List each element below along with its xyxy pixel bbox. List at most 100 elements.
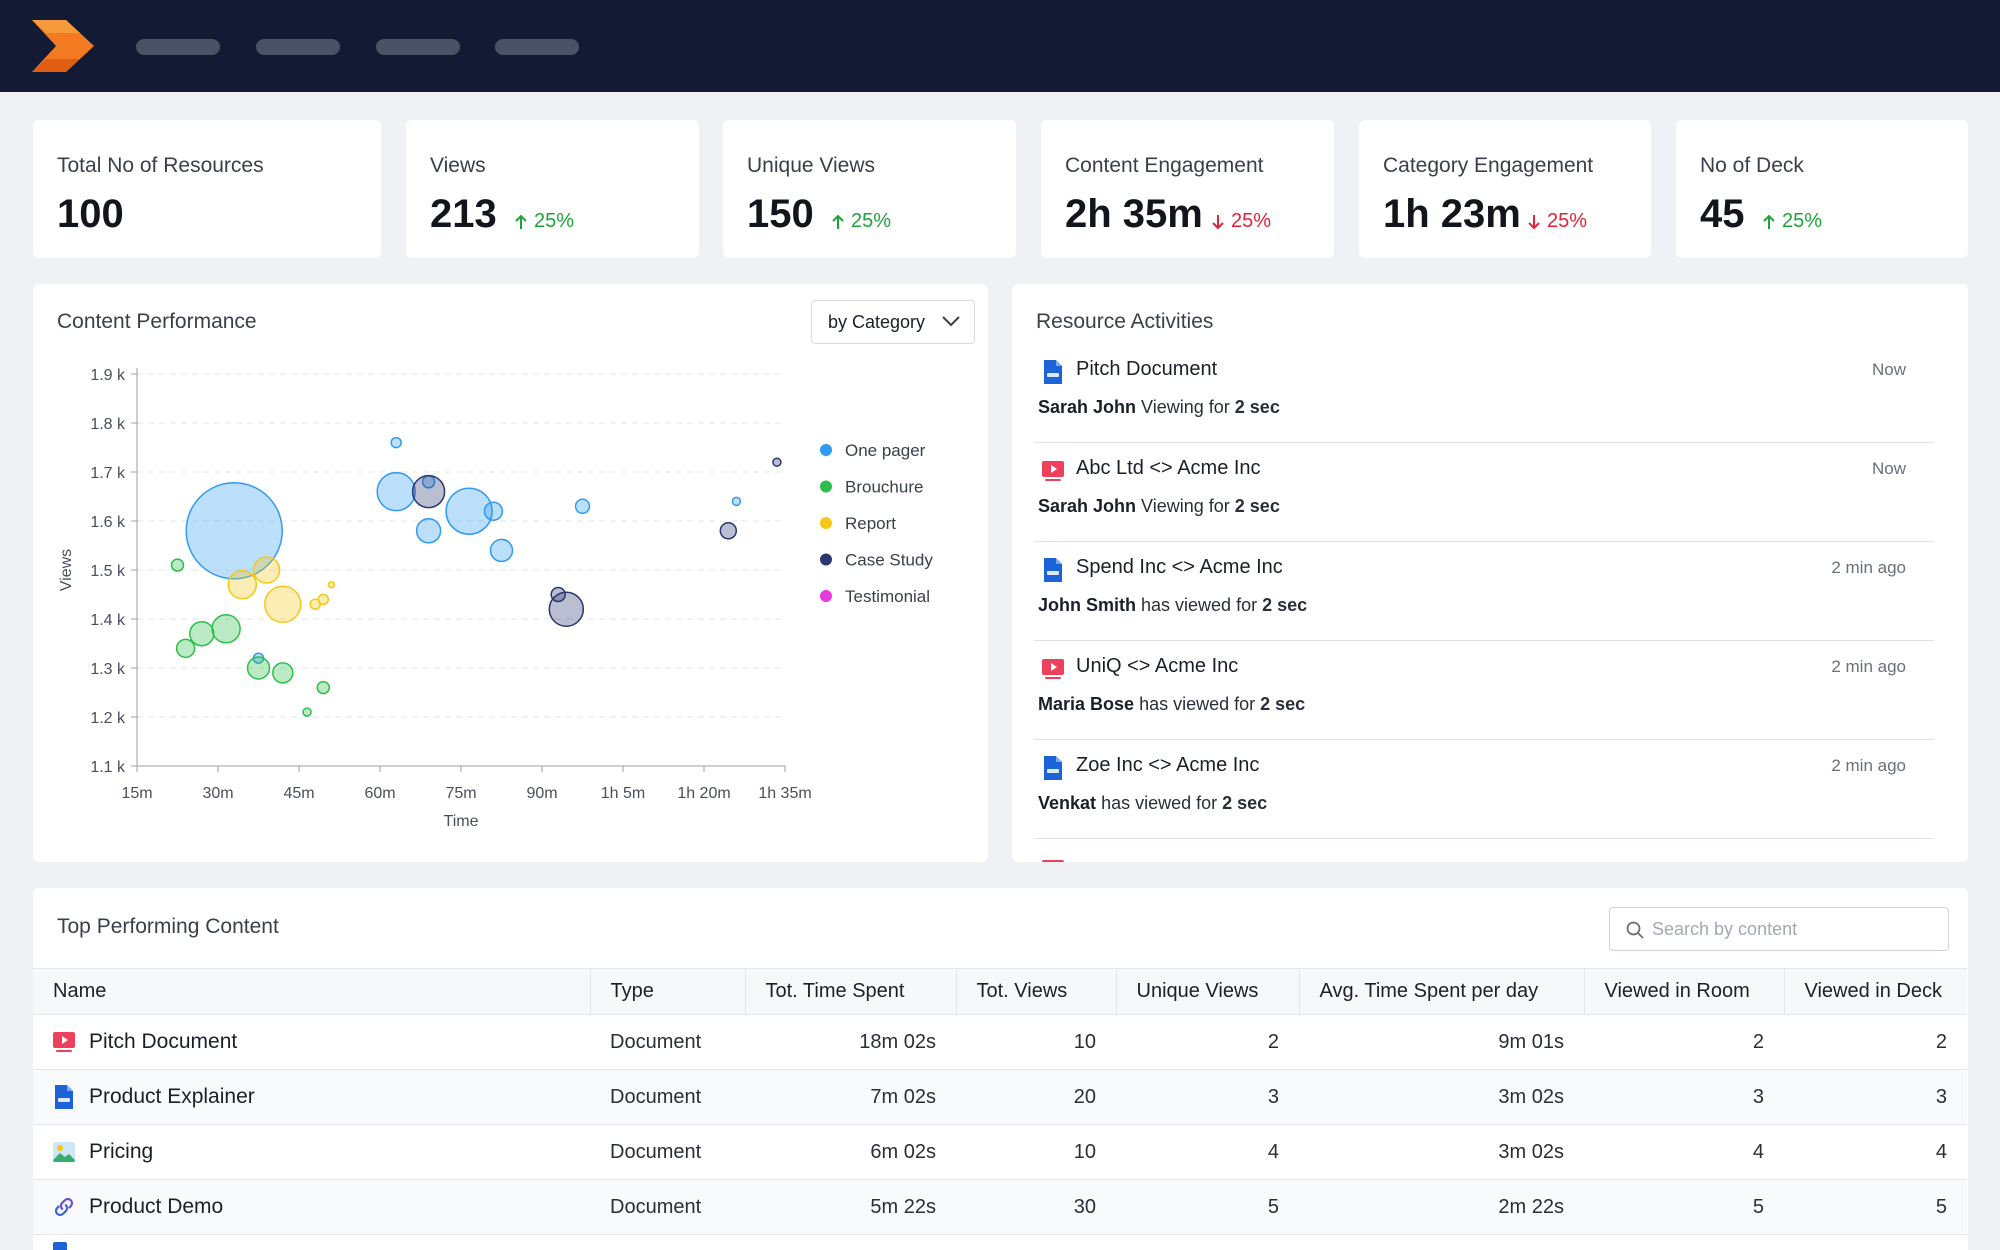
column-header-type[interactable]: Type <box>589 968 745 1015</box>
data-point <box>719 522 738 540</box>
data-point <box>252 556 281 584</box>
stat-change-value: 25% <box>1547 210 1588 232</box>
column-header-unique-views[interactable]: Unique Views <box>1115 968 1299 1015</box>
nav-item-2[interactable] <box>256 39 340 55</box>
column-header-name[interactable]: Name <box>33 968 590 1015</box>
data-point <box>175 638 196 659</box>
nav-item-1[interactable] <box>136 39 220 55</box>
video-icon <box>1042 659 1064 679</box>
cell-unique: 3 <box>1116 1069 1299 1125</box>
activity-description: Venkat has viewed for 2 sec <box>1038 793 1267 814</box>
legend-marker <box>820 590 832 602</box>
top-content-title: Top Performing Content <box>57 915 279 938</box>
x-tick-label: 45m <box>283 785 314 802</box>
doc-icon <box>1044 558 1062 582</box>
y-tick-label: 1.9 k <box>90 367 126 384</box>
stat-change-value: 25% <box>1782 210 1823 232</box>
cell-time: 7m 02s <box>745 1069 956 1125</box>
cell-type: Document <box>590 1179 745 1235</box>
activity-item[interactable]: Zoe Inc <> Acme Inc 2 min ago Venkat has v… <box>1034 740 1934 839</box>
content-search[interactable] <box>1609 907 1949 951</box>
activity-item[interactable]: Abc Ltd <> Acme Inc Now Sarah John Viewing… <box>1034 443 1934 542</box>
top-navbar <box>0 0 2000 92</box>
content-name: Pitch Document <box>89 1030 238 1053</box>
link-icon <box>54 1197 74 1217</box>
x-tick-label: 60m <box>364 785 395 802</box>
stat-card-total-resources: Total No of Resources 100 <box>33 120 381 258</box>
cell-unique: 4 <box>1116 1124 1299 1180</box>
stat-change-value: 25% <box>534 210 575 232</box>
stat-card-content-engagement: Content Engagement 2h 35m 25% <box>1041 120 1334 258</box>
cell-name[interactable]: Product Explainer <box>33 1069 590 1125</box>
x-tick-label: 1h 20m <box>677 785 730 802</box>
stat-change: 25% <box>1762 210 1822 233</box>
category-filter-dropdown[interactable]: by Category <box>811 300 975 344</box>
y-tick-label: 1.5 k <box>90 563 126 580</box>
table-row[interactable]: Product Demo Document 5m 22s 30 5 2m 22s 5 5 <box>33 1179 1967 1235</box>
x-tick-label: 1h 5m <box>601 785 645 802</box>
data-point <box>264 585 302 624</box>
column-header-views[interactable]: Tot. Views <box>955 968 1116 1015</box>
x-tick-label: 15m <box>121 785 152 802</box>
column-header-time-spent[interactable]: Tot. Time Spent <box>744 968 956 1015</box>
data-point <box>327 580 336 589</box>
cell-type: Document <box>590 1069 745 1125</box>
stat-value: 150 <box>747 192 814 236</box>
cell-name[interactable]: Pricing <box>33 1124 590 1180</box>
data-point <box>376 471 416 512</box>
nav-item-3[interactable] <box>376 39 460 55</box>
legend-label: Report <box>845 514 896 533</box>
activity-user: John Smith <box>1038 595 1136 615</box>
activity-action: has viewed for <box>1139 694 1256 714</box>
stat-value: 1h 23m <box>1383 192 1521 236</box>
cell-room: 4 <box>1584 1124 1784 1180</box>
content-name: Product Explainer <box>89 1085 255 1108</box>
activity-title: Pitch Document <box>1076 358 1218 380</box>
stat-label: No of Deck <box>1700 154 1804 177</box>
activity-action: Viewing for <box>1141 496 1230 516</box>
stat-label: Category Engagement <box>1383 154 1594 177</box>
data-point <box>185 482 283 580</box>
activity-icon <box>1042 360 1064 384</box>
data-point <box>272 662 294 684</box>
column-header-avg-time[interactable]: Avg. Time Spent per day <box>1298 968 1584 1015</box>
cell-deck: 3 <box>1784 1069 1967 1125</box>
column-header-viewed-in-room[interactable]: Viewed in Room <box>1583 968 1784 1015</box>
activity-title: Abc Ltd <> Acme Inc <box>1076 457 1261 479</box>
cell-views: 20 <box>956 1069 1116 1125</box>
table-row[interactable]: Pricing Document 6m 02s 10 4 3m 02s 4 4 <box>33 1124 1967 1180</box>
data-point <box>445 487 493 535</box>
stat-label: Unique Views <box>747 154 876 177</box>
column-header-viewed-in-deck[interactable]: Viewed in Deck <box>1783 968 1967 1015</box>
cell-time: 6m 02s <box>745 1124 956 1180</box>
cell-name[interactable]: Product Demo <box>33 1179 590 1235</box>
stat-label: Content Engagement <box>1065 154 1264 177</box>
activity-item[interactable]: UniQ <> Acme Inc 2 min ago Maria Bose has … <box>1034 641 1934 740</box>
legend-label: Case Study <box>845 551 933 570</box>
cell-name[interactable]: Pitch Document <box>33 1014 590 1070</box>
cell-deck: 2 <box>1784 1014 1967 1070</box>
stat-change: 25% <box>1211 210 1271 233</box>
x-tick-label: 1h 35m <box>758 785 811 802</box>
data-point <box>316 680 331 695</box>
doc-icon <box>53 1242 67 1250</box>
stat-card-decks: No of Deck 45 25% <box>1676 120 1968 258</box>
arrow-down-icon <box>1212 214 1224 229</box>
table-row[interactable]: Product Explainer Document 7m 02s 20 3 3m 02s… <box>33 1069 1967 1125</box>
content-performance-title: Content Performance <box>57 310 257 333</box>
activity-item[interactable]: Spend Inc <> Acme Inc 2 min ago John Smith… <box>1034 542 1934 641</box>
search-input[interactable] <box>1652 916 1932 942</box>
stat-card-category-engagement: Category Engagement 1h 23m 25% <box>1359 120 1651 258</box>
brand-logo-icon[interactable] <box>32 20 94 72</box>
activity-item[interactable]: Pitch Document Now Sarah John Viewing for … <box>1034 344 1934 443</box>
nav-item-4[interactable] <box>495 39 579 55</box>
activity-title: UniQ <> Acme Inc <box>1076 655 1239 677</box>
legend-label: Brouchure <box>845 478 923 497</box>
content-name: Product Demo <box>89 1195 224 1218</box>
stat-value: 2h 35m <box>1065 192 1203 236</box>
image-icon <box>53 1142 75 1162</box>
activity-duration: 2 sec <box>1222 793 1268 813</box>
cell-deck: 4 <box>1784 1124 1967 1180</box>
table-row[interactable]: Pitch Document Document 18m 02s 10 2 9m 01s 2 2 <box>33 1014 1967 1070</box>
data-point <box>302 707 312 717</box>
